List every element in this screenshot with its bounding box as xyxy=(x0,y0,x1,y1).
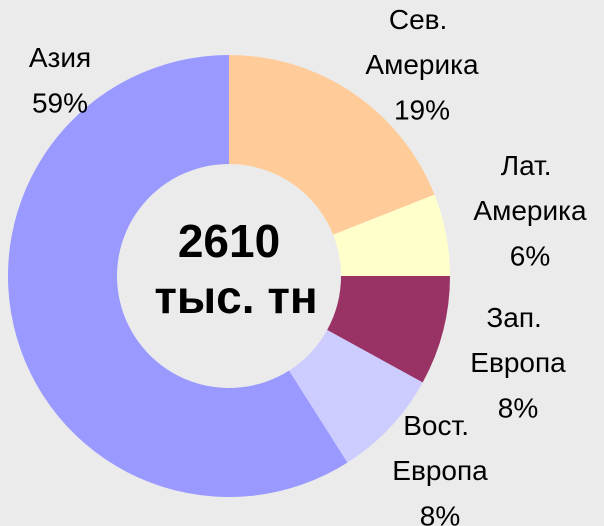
center-text: 2610 xyxy=(178,215,280,267)
label-line: Сев. xyxy=(389,4,455,35)
slice-label: Лат. Америка xyxy=(473,150,587,226)
label-line: Лат. xyxy=(501,150,560,181)
label-line: Америка xyxy=(473,195,587,226)
label-line: Вост. xyxy=(403,410,477,441)
donut-slice xyxy=(289,329,423,463)
slice-label: Вост. Европа xyxy=(392,410,488,486)
slice-label: Сев. Америка xyxy=(365,4,479,80)
label-line: Европа xyxy=(392,455,488,486)
donut-slice xyxy=(229,55,435,235)
label-line: Азия xyxy=(29,42,91,73)
value-label: 6% xyxy=(510,240,550,271)
label-line: Америка xyxy=(365,49,479,80)
donut-slice xyxy=(333,194,450,276)
donut-slice xyxy=(327,276,450,383)
slice-label: Азия xyxy=(29,42,91,73)
slice-label: Зап. Европа xyxy=(470,302,566,378)
value-label: 8% xyxy=(498,392,538,423)
label-line: Зап. xyxy=(486,302,549,333)
center-text: тыс. тн xyxy=(154,271,317,323)
value-label: 19% xyxy=(394,94,450,125)
label-line: Европа xyxy=(470,347,566,378)
value-label: 59% xyxy=(32,87,88,118)
donut-slice xyxy=(8,55,348,497)
value-label: 8% xyxy=(420,500,460,526)
